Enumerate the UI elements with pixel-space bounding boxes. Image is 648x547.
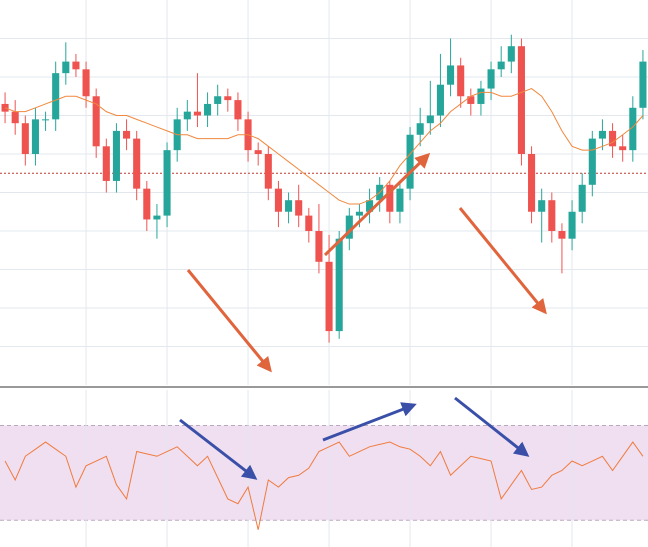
candle-body xyxy=(193,111,201,116)
candle-body xyxy=(224,96,232,101)
band xyxy=(0,425,648,521)
candle-body xyxy=(42,119,50,121)
candle-body xyxy=(366,200,374,212)
candle-body xyxy=(619,146,627,151)
candle-body xyxy=(31,119,39,154)
candle-body xyxy=(588,138,596,185)
candle-body xyxy=(112,130,120,181)
candle-body xyxy=(143,188,151,220)
candle-body xyxy=(285,200,293,212)
candle-body xyxy=(254,150,262,154)
candle-body xyxy=(457,65,465,97)
candle-body xyxy=(507,46,515,62)
candle-body xyxy=(72,61,80,70)
candle-body xyxy=(335,238,343,332)
candle-body xyxy=(467,96,475,104)
candle-body xyxy=(497,61,505,70)
candle-body xyxy=(477,88,485,104)
candle-body xyxy=(264,154,272,189)
candle-body xyxy=(578,184,586,212)
candle-body xyxy=(487,69,495,89)
arrow xyxy=(322,402,417,442)
arrow xyxy=(186,269,272,373)
candle-body xyxy=(274,188,282,212)
candle-body xyxy=(345,215,353,239)
candle-body xyxy=(447,65,455,85)
candle-body xyxy=(386,184,394,212)
candle-body xyxy=(102,146,110,181)
arrow xyxy=(458,207,547,315)
candle-body xyxy=(639,61,647,108)
candle-body xyxy=(82,69,90,97)
candle-body xyxy=(548,200,556,231)
candle-body xyxy=(426,115,434,124)
candle-body xyxy=(315,231,323,262)
candle-body xyxy=(183,111,191,120)
candle-body xyxy=(538,200,546,212)
candle-body xyxy=(629,107,637,151)
candle-body xyxy=(609,130,617,147)
candle-body xyxy=(305,215,313,231)
candle-body xyxy=(1,103,9,112)
candle-body xyxy=(204,103,212,116)
candle-body xyxy=(214,96,222,104)
arrow xyxy=(454,396,530,457)
candle-body xyxy=(558,231,566,239)
moving-average xyxy=(4,87,644,205)
candle-body xyxy=(568,211,576,239)
annotations xyxy=(179,152,547,480)
candle-body xyxy=(234,100,242,120)
candle-body xyxy=(62,61,70,74)
candle-body xyxy=(123,130,131,139)
candle-body xyxy=(52,73,60,120)
rsi-line xyxy=(4,441,644,530)
candle-body xyxy=(21,123,29,154)
candle-body xyxy=(295,200,303,216)
candle-body xyxy=(133,138,141,189)
candle-body xyxy=(92,96,100,147)
candle-body xyxy=(416,123,424,135)
candle-body xyxy=(436,84,444,116)
candle-body xyxy=(406,134,414,189)
candle-body xyxy=(163,150,171,216)
arrow xyxy=(323,152,431,257)
candle-body xyxy=(355,211,363,216)
candle-body xyxy=(528,154,536,212)
candle-body xyxy=(396,188,404,212)
candle-body xyxy=(11,111,19,124)
arrow xyxy=(179,418,258,480)
candle-body xyxy=(153,215,161,220)
candle-body xyxy=(517,46,525,155)
candle-body xyxy=(598,130,606,139)
candle-body xyxy=(325,261,333,332)
